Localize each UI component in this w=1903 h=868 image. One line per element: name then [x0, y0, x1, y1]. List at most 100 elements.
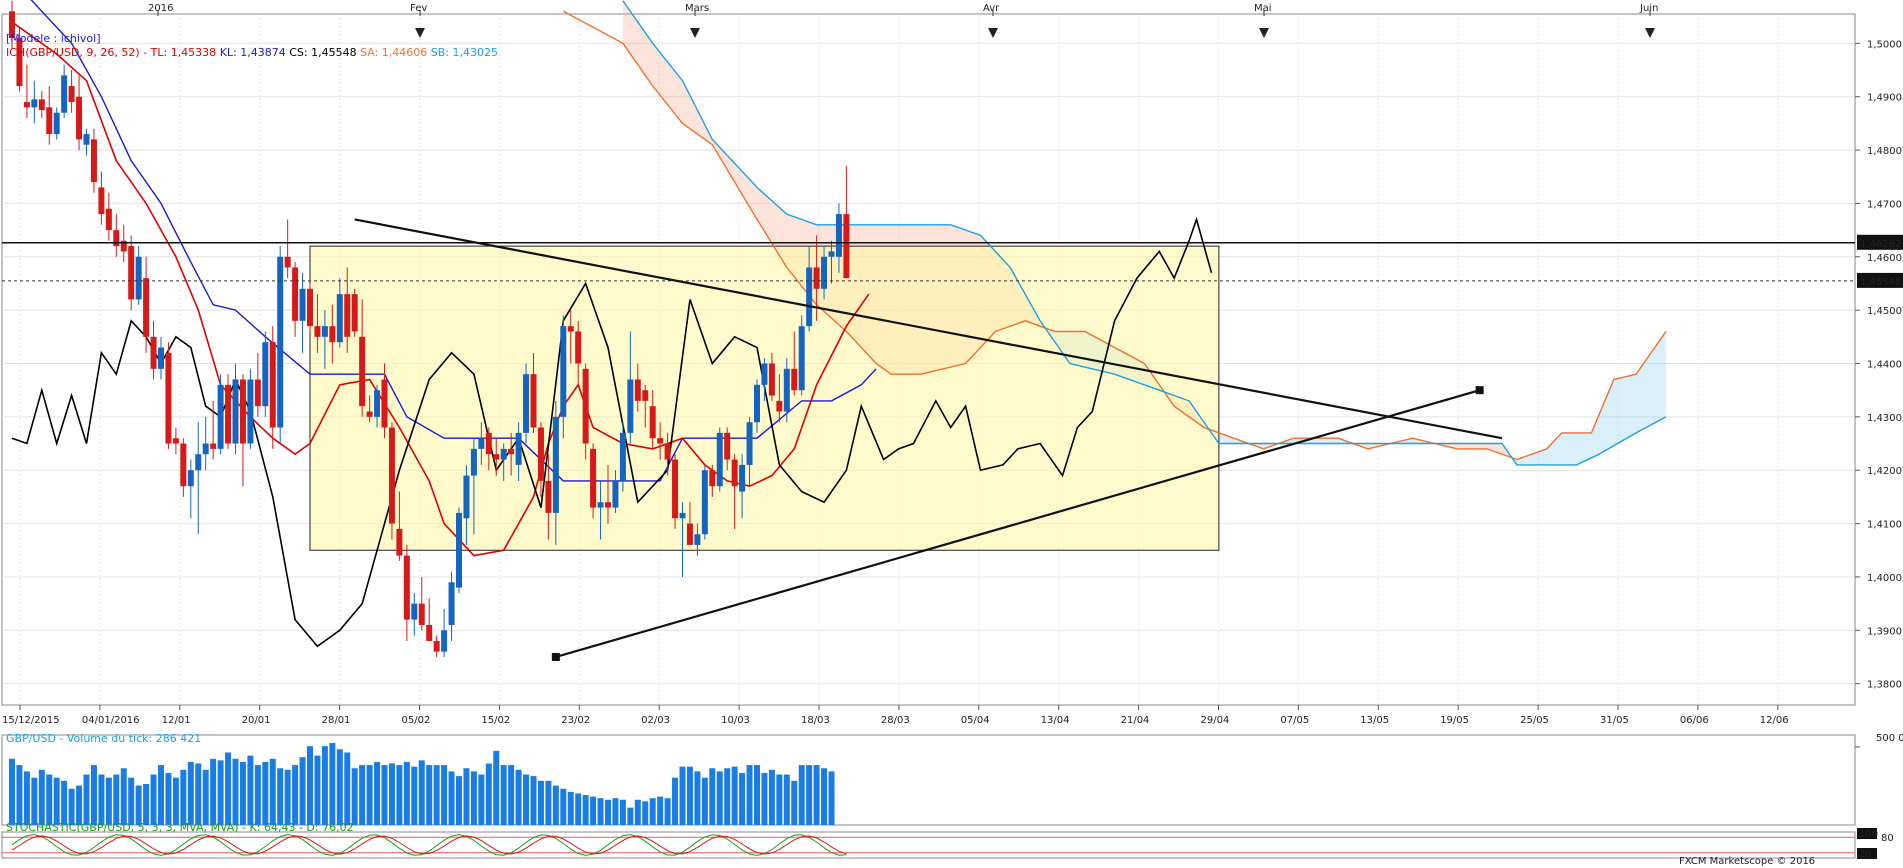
candle-body [135, 256, 142, 300]
candle-body [105, 208, 112, 231]
candle-body [90, 139, 97, 183]
candle-body [120, 240, 127, 252]
y-tick-label: 1,4500 [1867, 306, 1902, 317]
candle-body [143, 278, 150, 337]
candle [351, 288, 358, 337]
candle [98, 171, 105, 225]
candle-body [277, 256, 284, 428]
volume-bar [38, 769, 45, 825]
x-tick-label: 21/04 [1121, 715, 1150, 726]
volume-bar [202, 769, 209, 825]
volume-bar [388, 763, 395, 825]
volume-bar [605, 799, 611, 825]
x-tick-label: 25/05 [1520, 715, 1549, 726]
candle [426, 598, 433, 641]
candle [590, 443, 597, 519]
candle-body [262, 342, 269, 407]
candle-body [731, 459, 738, 487]
volume-bar [180, 769, 187, 825]
candle-body [716, 432, 723, 487]
candle [433, 635, 440, 657]
candle-body [485, 432, 492, 455]
candle [739, 454, 746, 519]
volume-bar [523, 774, 530, 825]
candle [567, 310, 574, 364]
volume-bar [619, 799, 626, 825]
candle-body [493, 454, 500, 460]
legend-item: SB: 1,43025 [431, 46, 498, 59]
y-tick-label: 1,3900 [1867, 626, 1902, 637]
volume-bar [239, 761, 246, 825]
candle [456, 507, 462, 593]
candle [627, 331, 634, 444]
volume-bar [359, 765, 366, 825]
candle [508, 432, 515, 476]
candle [388, 422, 395, 540]
senkou-b-line [622, 0, 1667, 466]
volume-bar [381, 765, 388, 825]
candle-body [739, 464, 746, 492]
ichimoku-legend: ICH(GBP/USD, 9, 26, 52) - TL: 1,45338 KL… [6, 46, 498, 59]
volume-bar [210, 758, 217, 825]
volume-bar [709, 768, 716, 825]
candle [128, 235, 135, 311]
candle-body [523, 374, 530, 433]
volume-scale: 500 000 [1876, 733, 1903, 744]
legend-item: CS: 1,45548 [289, 46, 360, 59]
candle-body [701, 470, 708, 535]
x-tick-label: 29/04 [1201, 715, 1230, 726]
candle [76, 75, 83, 151]
volume-bar [537, 780, 544, 825]
candle-body [98, 187, 105, 215]
x-tick-label: 19/05 [1440, 715, 1469, 726]
y-tick-label: 1,4300 [1867, 413, 1902, 424]
volume-bar [374, 761, 381, 825]
candle [470, 438, 477, 535]
x-tick-label: 28/03 [881, 715, 910, 726]
volume-bar [217, 760, 224, 825]
volume-bar [478, 774, 485, 825]
candle-body [798, 326, 805, 391]
candle-body [806, 267, 813, 327]
candle [359, 299, 366, 417]
candle-body [463, 475, 470, 519]
cloud-area [1248, 443, 1279, 449]
x-tick-label: 12/01 [162, 715, 191, 726]
candle [716, 427, 723, 492]
candle-body [672, 459, 679, 519]
volume-bar [463, 768, 470, 825]
x-tick-label: 10/03 [721, 715, 750, 726]
candle-body [470, 448, 477, 476]
volume-bar [679, 766, 686, 825]
volume-bar [90, 765, 97, 825]
candle-body [202, 443, 209, 455]
candle [806, 246, 813, 332]
candle [366, 395, 373, 423]
volume-bar [9, 758, 15, 825]
model-label: [Modele : ichivol] [6, 32, 101, 45]
top-axis-label: Mars [685, 3, 709, 14]
candle [493, 438, 500, 476]
trend-line [354, 218, 1503, 440]
candle-body [180, 443, 187, 487]
candle [105, 192, 112, 241]
volume-bar [143, 784, 150, 825]
candle-body [23, 102, 30, 108]
top-axis-label: Avr [983, 3, 1000, 14]
y-tick-label: 1,4100 [1867, 520, 1902, 531]
candle-body [172, 438, 179, 444]
x-tick-label: 05/02 [402, 715, 431, 726]
candle [843, 166, 850, 279]
volume-panel [1, 734, 1860, 826]
candle-body [724, 432, 731, 460]
candle [754, 379, 760, 433]
y-tick-label: 1,3800 [1867, 680, 1902, 691]
candle-body [813, 267, 820, 289]
volume-bar [612, 798, 619, 825]
candle-body [649, 406, 656, 439]
candle [686, 502, 693, 545]
candle [83, 128, 90, 156]
candle-body [314, 326, 321, 337]
candle-body [61, 75, 68, 113]
